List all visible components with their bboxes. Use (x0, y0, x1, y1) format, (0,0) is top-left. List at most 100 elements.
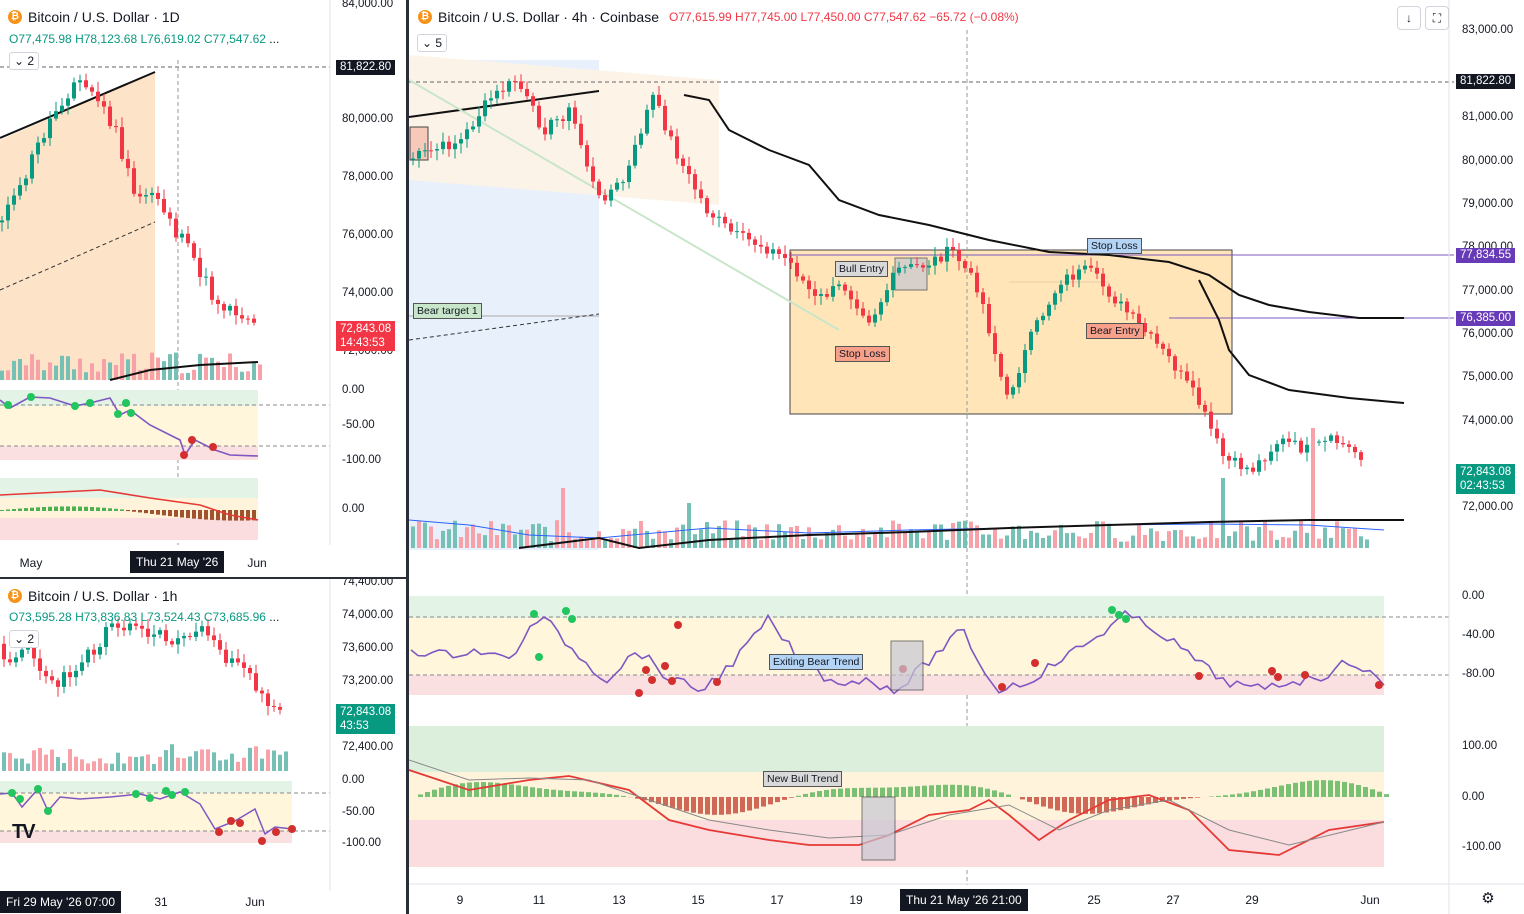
volume-bar (531, 524, 535, 548)
volume-bar (1329, 537, 1333, 548)
volume-bar (140, 756, 144, 771)
candle (723, 216, 727, 224)
volume-bar (20, 758, 24, 771)
bear-target-note[interactable]: Bear target 1 (413, 303, 482, 319)
volume-bar (807, 527, 811, 548)
volume-bar (60, 355, 64, 380)
macd-histogram-bar (30, 507, 34, 511)
trade-zone-box (789, 249, 1233, 415)
ma-line (518, 519, 1404, 550)
macd-histogram-bar (1090, 797, 1095, 814)
volume-bar (200, 749, 204, 771)
main-chart-pane[interactable]: ₿ Bitcoin / U.S. Dollar · 4h · Coinbase … (409, 0, 1524, 914)
macd-band (0, 478, 258, 498)
candle (128, 623, 132, 631)
settings-icon[interactable]: ⚙ (1477, 888, 1499, 910)
candle (1089, 265, 1093, 268)
macd-histogram-bar (168, 510, 172, 517)
macd-histogram-bar (1321, 780, 1326, 797)
candle (168, 212, 172, 219)
ohlc-open: O77,475.98 (9, 32, 72, 46)
macd-label: 100.00 (1462, 740, 1498, 752)
macd-histogram-bar (782, 797, 787, 800)
candle (176, 638, 180, 645)
candle (56, 680, 60, 687)
main-symbol-header[interactable]: ₿ Bitcoin / U.S. Dollar · 4h · Coinbase … (418, 9, 1019, 25)
candle (1239, 457, 1243, 470)
daily-chart-canvas[interactable] (0, 0, 406, 577)
macd-histogram-bar (1349, 783, 1354, 797)
volume-bar (188, 756, 192, 771)
hourly-title: Bitcoin / U.S. Dollar · 1h (28, 588, 178, 604)
macd-histogram-bar (1181, 797, 1186, 799)
volume-bar (939, 524, 943, 548)
macd-histogram-bar (1328, 780, 1333, 797)
stop-loss-note[interactable]: Stop Loss (835, 346, 890, 362)
price-label: 73,200.00 (342, 675, 394, 687)
volume-bar (627, 530, 631, 548)
main-chart-canvas[interactable] (409, 0, 1524, 914)
exiting-bear-trend-note[interactable]: Exiting Bear Trend (769, 654, 864, 670)
osc-band (0, 446, 258, 460)
macd-histogram-bar (670, 797, 675, 808)
hourly-indicator-chip[interactable]: ⌄ 2 (9, 630, 40, 648)
bearish-signal-dot (1195, 672, 1203, 680)
bear-entry-note[interactable]: Bear Entry (1086, 323, 1144, 339)
candle (1071, 274, 1075, 280)
macd-histogram-bar (198, 510, 202, 520)
chevron-down-icon: ⌄ (422, 36, 436, 50)
highlight-box (861, 796, 896, 861)
arrow-down-icon[interactable]: ↓ (1397, 6, 1421, 30)
candle (48, 118, 52, 139)
pane-divider-vertical[interactable] (406, 0, 409, 914)
bull-entry-note[interactable]: Bull Entry (835, 261, 888, 277)
hourly-symbol-header[interactable]: ₿ Bitcoin / U.S. Dollar · 1h (8, 588, 177, 604)
candle (819, 294, 823, 296)
osc-label: 0.00 (1462, 590, 1485, 602)
candle (549, 119, 553, 135)
candle (252, 318, 256, 323)
pane-divider-horizontal[interactable] (0, 577, 406, 579)
volume-bar (254, 746, 258, 771)
volume-bar (1293, 530, 1297, 548)
ohlc-high: H77,745.00 (735, 10, 798, 24)
stop-loss-note[interactable]: Stop Loss (1087, 238, 1142, 254)
volume-bar (164, 750, 168, 771)
hourly-chart-pane[interactable]: ₿ Bitcoin / U.S. Dollar · 1h O73,595.28 … (0, 579, 406, 914)
candle (951, 246, 955, 250)
candle (921, 265, 925, 268)
macd-histogram-bar (985, 788, 990, 797)
volume-bar (843, 535, 847, 548)
volume-bar (108, 362, 112, 380)
macd-histogram-bar (481, 782, 486, 797)
volume-bar (561, 488, 565, 548)
tradingview-logo-icon[interactable]: TV (12, 821, 36, 843)
bullish-signal-dot (162, 787, 170, 795)
macd-histogram-bar (1132, 797, 1137, 808)
bullish-signal-dot (16, 795, 24, 803)
x-axis-label: 15 (691, 893, 705, 907)
candle (891, 272, 895, 291)
candle (204, 276, 208, 278)
bullish-signal-dot (122, 399, 130, 407)
candle (915, 264, 919, 266)
macd-histogram-bar (60, 506, 64, 511)
daily-symbol-header[interactable]: ₿ Bitcoin / U.S. Dollar · 1D (8, 9, 180, 25)
volume-bar (170, 744, 174, 771)
daily-chart-pane[interactable]: ₿ Bitcoin / U.S. Dollar · 1D O77,475.98 … (0, 0, 406, 577)
new-bull-trend-note[interactable]: New Bull Trend (763, 771, 843, 787)
candle (146, 628, 150, 637)
macd-histogram-bar (649, 797, 654, 803)
candle (831, 286, 835, 297)
macd-histogram-bar (18, 508, 22, 511)
macd-histogram-bar (1188, 797, 1193, 799)
daily-indicator-chip[interactable]: ⌄ 2 (9, 52, 40, 70)
macd-histogram-bar (1384, 794, 1389, 797)
price-label: 74,400.00 (342, 579, 394, 588)
candle (1281, 438, 1285, 445)
main-indicator-chip[interactable]: ⌄ 5 (417, 34, 448, 52)
volume-bar (1179, 530, 1183, 548)
volume-bar (212, 752, 216, 771)
fullscreen-icon[interactable]: ⛶ (1425, 6, 1449, 30)
hourly-chart-canvas[interactable] (0, 579, 406, 914)
